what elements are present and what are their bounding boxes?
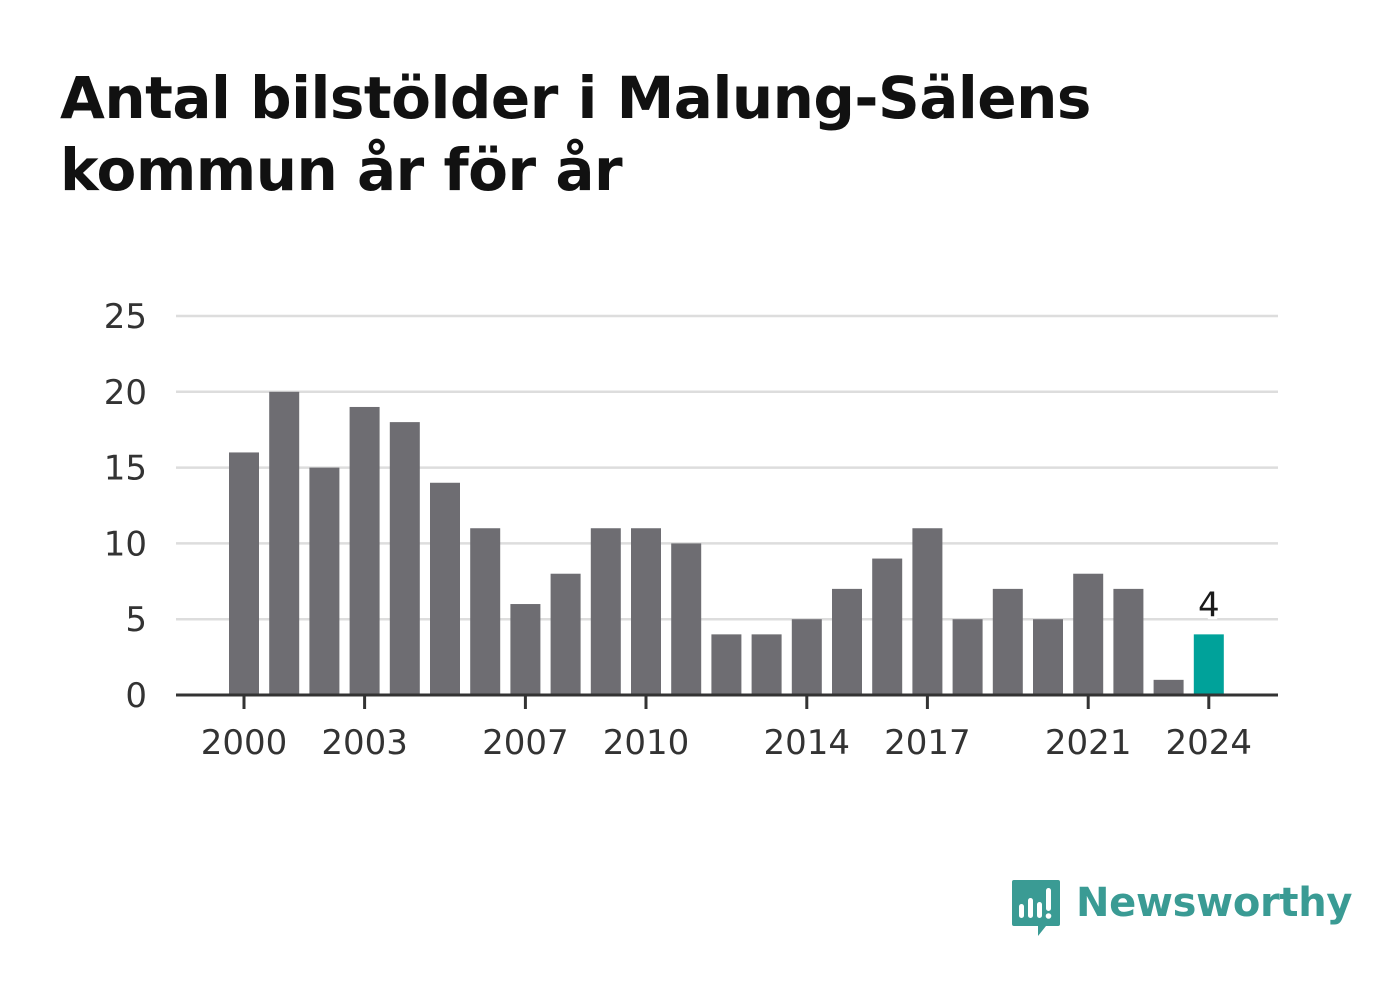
bar-2019 (992, 588, 1023, 695)
bar-2013 (751, 634, 782, 695)
bar-2021 (1073, 573, 1104, 695)
y-tick-label: 15 (104, 449, 147, 489)
bar-2010 (631, 528, 661, 695)
bar-2000 (229, 452, 259, 695)
value-labels: 4 (1195, 582, 1223, 628)
newsworthy-logo-icon (1012, 880, 1060, 936)
bar-2006 (470, 528, 501, 695)
gridlines (176, 314, 1278, 621)
bar-2020 (1033, 619, 1063, 695)
bars (229, 391, 1224, 695)
x-tick-label: 2003 (321, 723, 408, 763)
x-tick-label: 2014 (764, 723, 851, 763)
x-tick-label: 2024 (1166, 723, 1253, 763)
x-tick-label: 2007 (482, 723, 569, 763)
newsworthy-logo[interactable]: Newsworthy (1010, 878, 1353, 940)
y-tick-label: 25 (104, 297, 147, 337)
x-tick-label: 2017 (884, 723, 971, 763)
bar-2002 (309, 467, 340, 695)
y-tick-label: 0 (125, 676, 147, 716)
bar-2007 (510, 604, 541, 695)
bar-2023 (1153, 679, 1184, 695)
bar-2001 (269, 391, 300, 695)
x-tick-label: 2000 (201, 723, 288, 763)
bar-2017 (912, 528, 943, 695)
x-tick-label: 2021 (1045, 723, 1132, 763)
chart-title: Antal bilstölder i Malung-Sälens kommun … (60, 64, 1091, 204)
bar-2015 (832, 588, 862, 695)
value-label-2024: 4 (1198, 585, 1220, 625)
x-tick-label: 2010 (603, 723, 690, 763)
bar-2014 (791, 619, 822, 695)
bar-2003 (349, 406, 380, 695)
bar-2022 (1113, 588, 1144, 695)
y-tick-label: 5 (125, 600, 147, 640)
bar-2016 (872, 558, 903, 695)
x-axis-ticks: 2000 2003 2007 2010 2014 2017 2021 2024 (176, 693, 1278, 763)
bar-2024 (1193, 634, 1224, 695)
bar-2008 (550, 573, 581, 695)
brand-name: Newsworthy (1076, 880, 1353, 926)
bar-2012 (711, 634, 742, 695)
y-axis-ticks: 0 5 10 15 20 25 (104, 297, 147, 716)
bar-2011 (671, 543, 702, 695)
bar-2005 (430, 482, 460, 695)
y-tick-label: 10 (104, 524, 147, 564)
bar-2009 (590, 528, 621, 695)
y-tick-label: 20 (104, 373, 147, 413)
bar-2004 (389, 422, 420, 695)
bar-2018 (952, 619, 983, 695)
